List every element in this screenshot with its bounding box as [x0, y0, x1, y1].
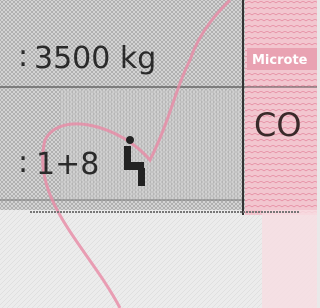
mass-field: :	[18, 39, 28, 74]
microtext-label: Microte	[252, 53, 308, 68]
code-value: CO	[254, 106, 302, 144]
guilloche-band	[60, 90, 240, 200]
document-photo: Microte : 3500 kg : 1+8 CO	[0, 0, 317, 308]
pink-fade	[262, 210, 317, 308]
seats-value: 1+8	[36, 147, 99, 182]
seats-field: :	[18, 145, 28, 180]
mass-value: 3500 kg	[34, 41, 156, 76]
